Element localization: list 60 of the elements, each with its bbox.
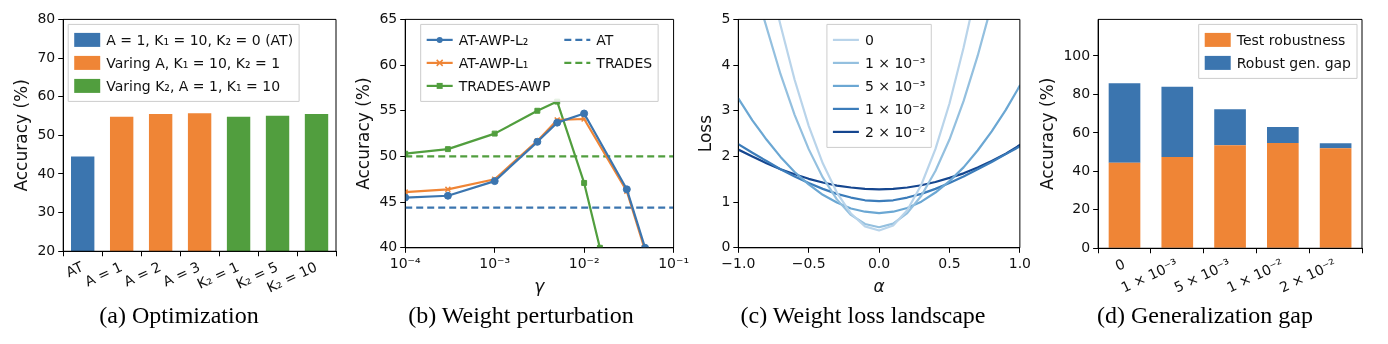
y-axis-title: Accuracy (%) — [352, 77, 373, 190]
y-tick-label: 50 — [37, 125, 56, 142]
y-tick-label: 20 — [37, 241, 56, 258]
legend-label: 5 × 10⁻³ — [864, 77, 926, 94]
x-tick-label: 10⁻¹ — [658, 254, 690, 271]
x-tick-label: 10⁻² — [568, 254, 600, 271]
y-tick-label: 80 — [1072, 85, 1091, 102]
y-tick-label: 40 — [379, 238, 398, 255]
y-tick-label: 65 — [379, 10, 398, 27]
y-tick-label: 5 — [721, 10, 731, 27]
x-tick-label: −0.5 — [791, 254, 826, 271]
x-axis-title: γ — [534, 276, 546, 297]
legend-label: 1 × 10⁻² — [864, 100, 926, 117]
legend-label: AT-AWP-L₂ — [458, 31, 529, 48]
y-tick-label: 70 — [37, 48, 56, 65]
x-tick-label: 0.5 — [938, 254, 961, 271]
y-tick-label: 50 — [379, 147, 398, 164]
y-tick-label: 60 — [37, 87, 56, 104]
y-tick-label: 45 — [379, 192, 398, 209]
legend-label: TRADES — [595, 54, 653, 71]
x-tick-label: −1.0 — [721, 254, 756, 271]
y-axis-title: Loss — [694, 114, 715, 153]
legend-label: AT — [596, 31, 614, 48]
x-axis-title: α — [873, 276, 885, 297]
y-tick-label: 40 — [37, 164, 56, 181]
legend-label: A = 1, K₁ = 10, K₂ = 0 (AT) — [106, 31, 294, 48]
x-tick-label: 1.0 — [1008, 254, 1031, 271]
y-tick-label: 20 — [1072, 200, 1091, 217]
legend-label: Robust gen. gap — [1236, 54, 1352, 71]
x-tick-label: 0 — [1112, 255, 1128, 274]
x-tick-label: 10⁻⁴ — [389, 254, 421, 271]
y-axis-title: Accuracy (%) — [1036, 77, 1057, 191]
text: (d) Generalization gap — [1096, 302, 1314, 329]
y-tick-label: 1 — [721, 192, 731, 209]
y-tick-label: 60 — [1072, 123, 1091, 140]
x-tick-label: 10⁻³ — [479, 254, 511, 271]
y-tick-label: 40 — [1072, 161, 1091, 178]
legend-label: AT-AWP-L₁ — [458, 54, 529, 71]
y-tick-label: 2 — [721, 147, 731, 164]
text: (a) Optimization — [98, 302, 260, 329]
y-tick-label: 0 — [1081, 238, 1091, 255]
y-tick-label: 3 — [721, 101, 731, 118]
y-tick-label: 100 — [1063, 46, 1091, 63]
y-tick-label: 30 — [37, 203, 56, 220]
y-tick-label: 60 — [379, 55, 398, 72]
x-tick-label: 0.0 — [867, 254, 891, 271]
legend-label: Test robustness — [1235, 31, 1346, 48]
y-axis-title: Accuracy (%) — [10, 79, 31, 192]
legend-label: 1 × 10⁻³ — [864, 54, 926, 71]
legend-label: TRADES-AWP — [457, 77, 551, 94]
legend-label: 2 × 10⁻² — [864, 123, 926, 140]
y-tick-label: 80 — [37, 10, 56, 27]
y-tick-label: 0 — [721, 238, 731, 255]
y-tick-label: 55 — [379, 101, 398, 118]
y-tick-label: 4 — [721, 55, 731, 72]
text: (c) Weight loss landscape — [739, 302, 987, 329]
text: (b) Weight perturbation — [407, 302, 635, 329]
legend-label: Varing K₂, A = 1, K₁ = 10 — [106, 77, 281, 94]
legend-label: 0 — [864, 31, 874, 48]
legend-label: Varing A, K₁ = 10, K₂ = 1 — [106, 54, 281, 71]
